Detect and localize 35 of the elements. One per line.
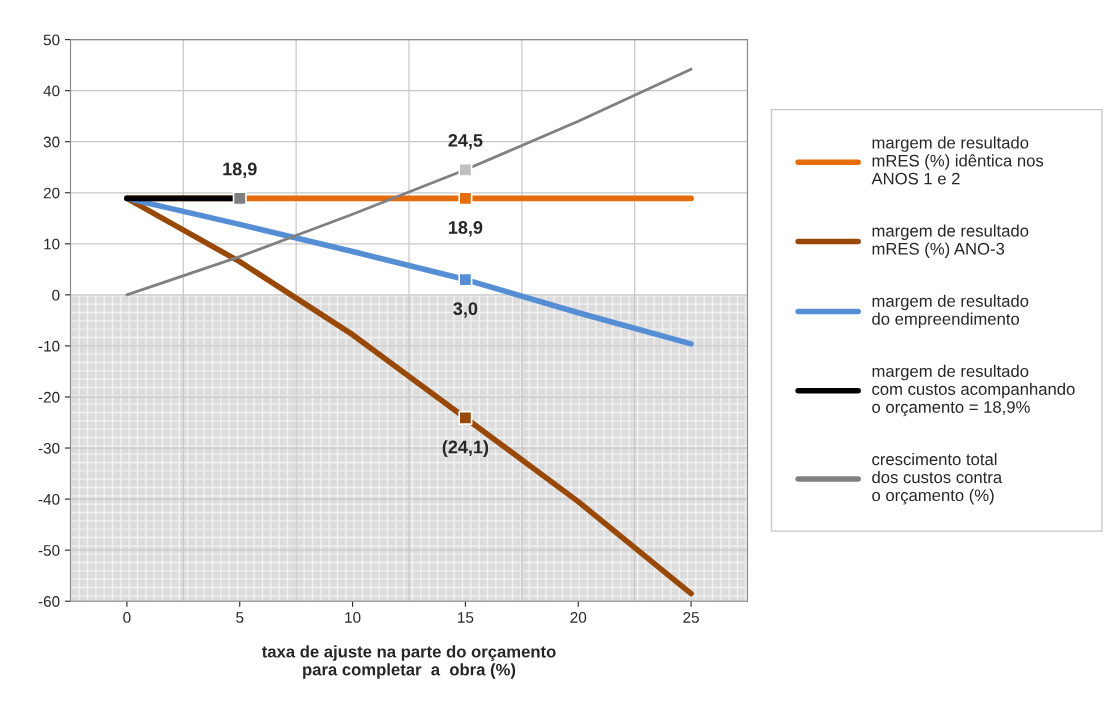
annotation: 18,9 xyxy=(223,162,257,178)
x-axis-title: taxa de ajuste na parte do orçamento para completar a obra (%) xyxy=(261,645,556,679)
line-series xyxy=(125,67,693,297)
x-tick-label: 10 xyxy=(345,612,361,623)
y-tick-label: -20 xyxy=(38,391,60,403)
y-tick-label: 30 xyxy=(43,136,60,148)
point xyxy=(458,272,473,287)
annotation: 18,9 xyxy=(448,221,483,237)
x-tick-label: 25 xyxy=(683,612,699,623)
legend-label: margem de resultado mRES (%) idêntica nos ANOS 1 e 2 xyxy=(871,136,1044,185)
y-tick-label: -60 xyxy=(38,596,60,607)
x-tick-label: 15 xyxy=(458,612,474,623)
annotation: 24,5 xyxy=(448,133,483,150)
x-tick-label: 5 xyxy=(236,612,244,623)
annotation: (24,1) xyxy=(442,440,489,457)
y-tick-label: 10 xyxy=(44,238,60,250)
y-tick-label: -30 xyxy=(38,442,60,454)
point xyxy=(232,191,247,206)
y-tick-label: -10 xyxy=(38,340,60,352)
point xyxy=(458,191,473,206)
point xyxy=(458,410,473,425)
y-tick-label: -40 xyxy=(38,493,60,505)
legend-label: crescimento total dos custos contra o orçamento (%) xyxy=(872,452,1003,505)
y-tick-label: 50 xyxy=(43,34,60,46)
x-tick-label: 20 xyxy=(570,612,587,623)
y-tick-label: 0 xyxy=(52,289,60,301)
point xyxy=(458,162,473,177)
x-tick-label: 0 xyxy=(123,612,131,623)
legend-label: margem de resultado com custos acompanhando o orçamento = 18,9% xyxy=(872,364,1075,417)
y-tick-label: -50 xyxy=(38,545,60,556)
legend-label: margem de resultado do empreendimento xyxy=(872,294,1029,329)
y-tick-label: 20 xyxy=(43,187,60,199)
annotation: 3,0 xyxy=(453,302,478,318)
y-tick-label: 40 xyxy=(43,85,60,97)
legend-label: margem de resultado mRES (%) ANO-3 xyxy=(872,224,1029,258)
